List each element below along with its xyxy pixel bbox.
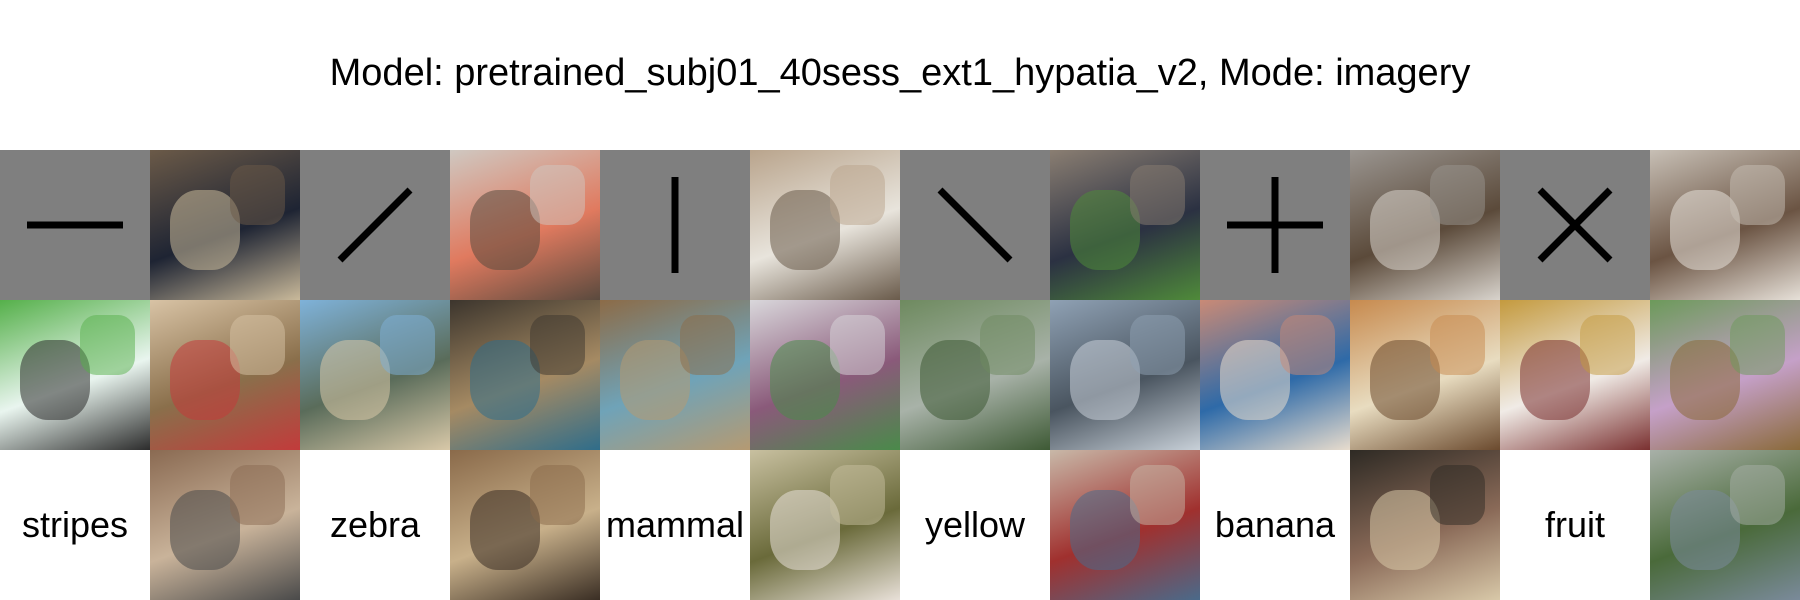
animals-grazing-photo <box>1650 150 1800 300</box>
word-label: stripes <box>0 450 150 600</box>
market-stalls-photo <box>450 300 600 450</box>
antidiagonal-line-icon <box>937 187 1013 263</box>
word-label: zebra <box>300 450 450 600</box>
stimulus-cross <box>1500 150 1650 300</box>
crowd-gathering-photo <box>450 450 600 600</box>
boats-bay-photo <box>300 300 450 450</box>
stimulus-vertical-line <box>600 150 750 300</box>
tree-courtyard-photo <box>1650 450 1800 600</box>
floral-dresses-photo <box>1500 300 1650 450</box>
surfer-wave-photo <box>0 300 150 450</box>
people-reading-photo <box>150 300 300 450</box>
bird-ground-photo <box>600 300 750 450</box>
word-label: mammal <box>600 450 750 600</box>
stimulus-antidiagonal-line <box>900 150 1050 300</box>
river-valley-photo <box>900 300 1050 450</box>
modern-building-photo <box>1050 300 1200 450</box>
store-shelves-photo <box>1050 450 1200 600</box>
word-label: banana <box>1200 450 1350 600</box>
stimulus-diagonal-line <box>300 150 450 300</box>
building-model-photo <box>750 300 900 450</box>
spice-jars-photo <box>450 150 600 300</box>
abstract-garden-photo <box>1650 300 1800 450</box>
cookies-pastries-photo <box>1350 300 1500 450</box>
loft-interior-photo <box>1050 150 1200 300</box>
man-in-office-photo <box>1350 150 1500 300</box>
word-label: yellow <box>900 450 1050 600</box>
plus-icon <box>1227 177 1323 273</box>
horizontal-line-icon <box>27 221 123 229</box>
word-label: fruit <box>1500 450 1650 600</box>
page-title: Model: pretrained_subj01_40sess_ext1_hyp… <box>329 52 1471 94</box>
cross-icon <box>1537 187 1613 263</box>
interior-room-photo <box>150 150 300 300</box>
image-grid: stripes zebra mammal yellow banana fruit <box>0 150 1800 600</box>
man-standing-photo <box>750 150 900 300</box>
diagonal-line-icon <box>337 187 413 263</box>
stimulus-horizontal-line <box>0 150 150 300</box>
building-night-photo <box>1350 450 1500 600</box>
wooden-logs-photo <box>150 450 300 600</box>
donuts-photo <box>1200 300 1350 450</box>
vertical-line-icon <box>671 177 679 273</box>
flowers-vase-photo <box>750 450 900 600</box>
stimulus-plus <box>1200 150 1350 300</box>
